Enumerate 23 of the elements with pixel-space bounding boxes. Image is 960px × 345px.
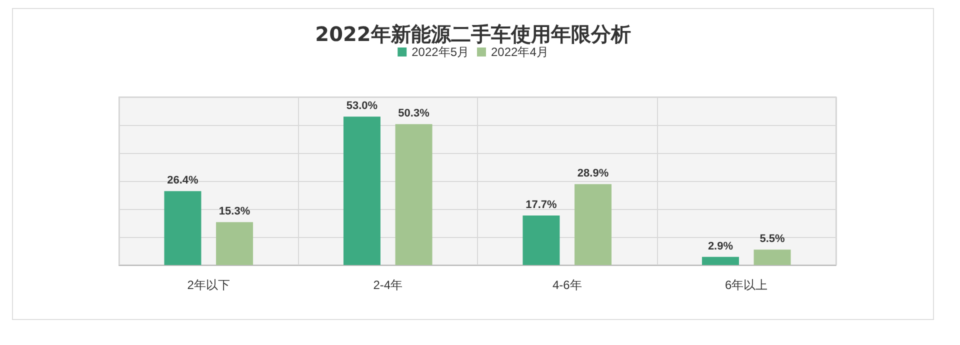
legend-label: 2022年4月 [491,45,548,59]
chart-title: 2022年新能源二手车使用年限分析 [315,22,631,46]
bar [164,191,202,265]
data-label: 50.3% [398,108,430,120]
data-label: 26.4% [167,174,199,187]
bar [702,256,739,265]
data-label: 15.3% [218,206,250,218]
bar [216,222,254,265]
data-label: 53.0% [346,100,378,112]
x-tick-label: 2年以下 [187,278,230,292]
data-label: 28.9% [577,168,609,180]
bar [343,116,380,265]
x-tick-label: 6年以上 [725,278,768,292]
data-label: 5.5% [760,233,786,246]
bar [754,250,791,265]
x-tick-label: 4-6年 [552,278,582,292]
bar [395,124,432,265]
bar [574,184,612,265]
x-tick-label: 2-4年 [373,278,403,292]
legend-label: 2022年5月 [412,45,470,59]
data-label: 2.9% [708,240,734,252]
bar [522,215,560,265]
data-label: 17.7% [526,198,558,211]
